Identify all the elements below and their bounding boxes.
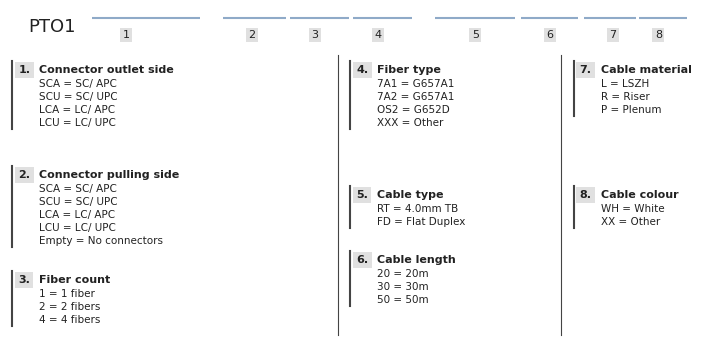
Text: 2.: 2. (18, 170, 31, 180)
Text: 7A1 = G657A1: 7A1 = G657A1 (377, 79, 454, 89)
Text: 6.: 6. (356, 255, 368, 265)
Text: 50 = 50m: 50 = 50m (377, 295, 429, 305)
Text: 7.: 7. (579, 65, 591, 75)
Text: 3: 3 (312, 30, 318, 40)
Text: 8.: 8. (579, 190, 591, 200)
Text: Empty = No connectors: Empty = No connectors (40, 236, 163, 246)
Text: SCA = SC/ APC: SCA = SC/ APC (40, 79, 117, 89)
Text: 20 = 20m: 20 = 20m (377, 269, 429, 279)
Text: XXX = Other: XXX = Other (377, 118, 444, 128)
Text: L = LSZH: L = LSZH (601, 79, 649, 89)
Text: SCU = SC/ UPC: SCU = SC/ UPC (40, 197, 118, 207)
Text: OS2 = G652D: OS2 = G652D (377, 105, 450, 115)
Text: Cable colour: Cable colour (601, 190, 678, 200)
Text: Fiber type: Fiber type (377, 65, 441, 75)
Text: 4 = 4 fibers: 4 = 4 fibers (40, 315, 101, 325)
Text: R = Riser: R = Riser (601, 92, 650, 102)
Text: PTO1: PTO1 (28, 18, 75, 36)
Text: 2: 2 (248, 30, 256, 40)
Text: 8: 8 (655, 30, 662, 40)
Text: FD = Flat Duplex: FD = Flat Duplex (377, 217, 466, 227)
Text: LCU = LC/ UPC: LCU = LC/ UPC (40, 118, 116, 128)
Text: Fiber count: Fiber count (40, 275, 111, 285)
Text: 7A2 = G657A1: 7A2 = G657A1 (377, 92, 454, 102)
Text: Cable type: Cable type (377, 190, 444, 200)
Text: 4: 4 (374, 30, 381, 40)
Text: SCU = SC/ UPC: SCU = SC/ UPC (40, 92, 118, 102)
Text: Cable length: Cable length (377, 255, 456, 265)
Text: SCA = SC/ APC: SCA = SC/ APC (40, 184, 117, 194)
Text: LCU = LC/ UPC: LCU = LC/ UPC (40, 223, 116, 233)
Text: Cable material: Cable material (601, 65, 692, 75)
Text: 1: 1 (122, 30, 129, 40)
Text: Connector outlet side: Connector outlet side (40, 65, 174, 75)
Text: 7: 7 (609, 30, 616, 40)
Text: 3.: 3. (18, 275, 31, 285)
Text: 1.: 1. (18, 65, 31, 75)
Text: WH = White: WH = White (601, 204, 665, 214)
Text: LCA = LC/ APC: LCA = LC/ APC (40, 105, 116, 115)
Text: RT = 4.0mm TB: RT = 4.0mm TB (377, 204, 459, 214)
Text: 6: 6 (546, 30, 553, 40)
Text: 5: 5 (471, 30, 479, 40)
Text: 1 = 1 fiber: 1 = 1 fiber (40, 289, 95, 299)
Text: LCA = LC/ APC: LCA = LC/ APC (40, 210, 116, 220)
Text: 30 = 30m: 30 = 30m (377, 282, 429, 292)
Text: 5.: 5. (356, 190, 368, 200)
Text: XX = Other: XX = Other (601, 217, 660, 227)
Text: 4.: 4. (356, 65, 368, 75)
Text: P = Plenum: P = Plenum (601, 105, 661, 115)
Text: Connector pulling side: Connector pulling side (40, 170, 180, 180)
Text: 2 = 2 fibers: 2 = 2 fibers (40, 302, 101, 312)
